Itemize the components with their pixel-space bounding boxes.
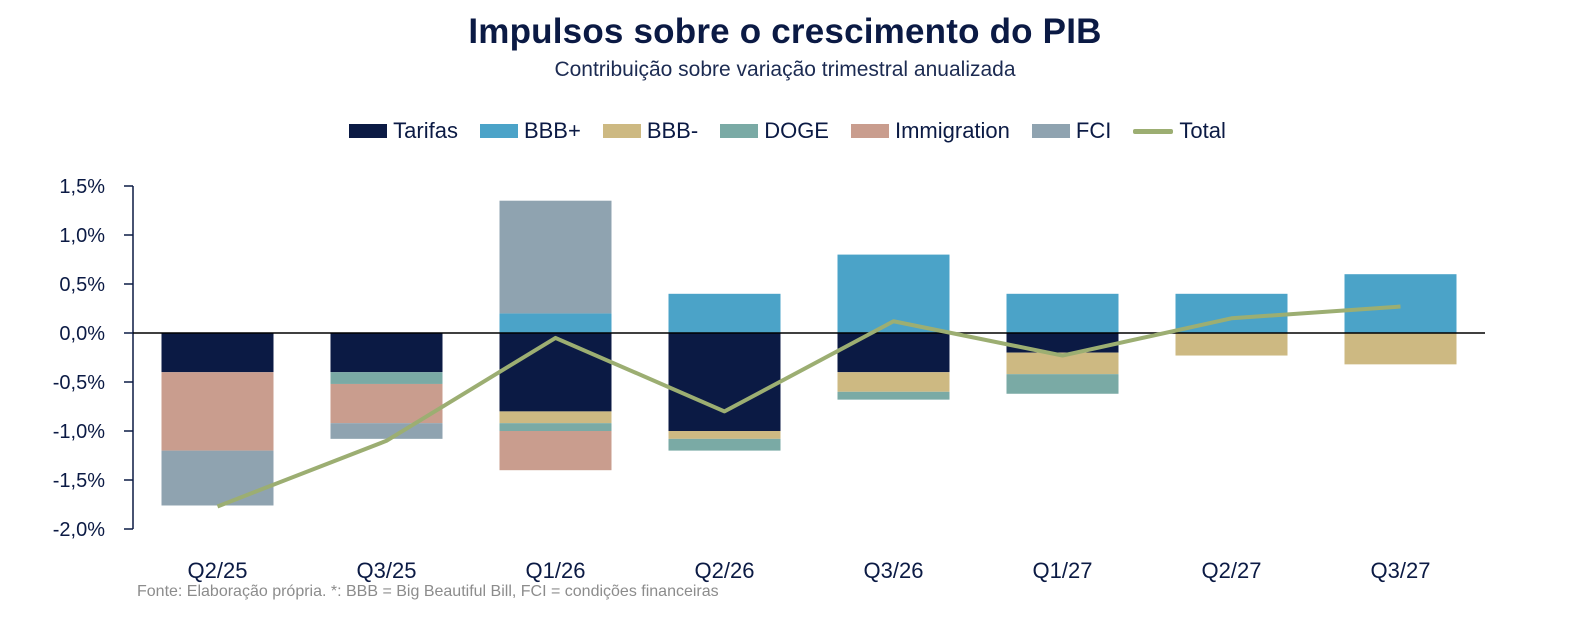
y-tick-label: 1,0%: [59, 225, 105, 247]
y-tick-label: -2,0%: [53, 519, 105, 541]
bar-tarifas-Q2-25: [161, 333, 274, 373]
legend-item-doge: DOGE: [720, 118, 829, 144]
y-tick-label: 0,0%: [59, 323, 105, 345]
legend-swatch: [349, 124, 388, 138]
bar-bbb--Q1-26: [499, 411, 612, 424]
x-tick-label: Q3/25: [357, 558, 417, 583]
x-tick-label: Q2/25: [188, 558, 248, 583]
legend-item-total: Total: [1133, 118, 1226, 144]
legend-label: FCI: [1075, 118, 1112, 143]
bar-doge-Q1-27: [1006, 374, 1119, 394]
legend-label: DOGE: [764, 118, 829, 143]
bar-bbb--Q2-26: [668, 293, 781, 333]
bar-tarifas-Q3-26: [837, 333, 950, 373]
bar-tarifas-Q3-25: [330, 333, 443, 373]
legend-swatch: [1031, 124, 1070, 138]
bar-fci-Q2-25: [161, 450, 274, 506]
legend-label: Total: [1179, 118, 1226, 143]
x-tick-label: Q3/26: [864, 558, 924, 583]
legend-item-tarifas: Tarifas: [349, 118, 458, 144]
chart-legend: Tarifas BBB+ BBB- DOGE Immigration FCI Total: [0, 116, 1575, 146]
series-total-line: [216, 304, 1401, 509]
bar-bbb--Q2-27: [1175, 333, 1288, 356]
bar-doge-Q1-26: [499, 423, 612, 431]
legend-label: Immigration: [894, 118, 1010, 143]
bar-bbb--Q3-26: [837, 372, 950, 392]
legend-swatch: [720, 124, 759, 138]
legend-item-fci: FCI: [1031, 118, 1112, 144]
chart-subtitle: Contribuição sobre variação trimestral a…: [554, 58, 1016, 81]
bar-fci-Q3-25: [330, 423, 443, 439]
bar-bbb--Q2-26: [668, 431, 781, 439]
x-tick-label: Q2/26: [695, 558, 755, 583]
legend-item-bbb-: BBB-: [602, 118, 699, 144]
legend-label: BBB-: [646, 118, 699, 143]
y-tick-label: -0,5%: [53, 372, 105, 394]
bar-doge-Q2-26: [668, 438, 781, 451]
bar-bbb--Q1-26: [499, 313, 612, 333]
chart-title: Impulsos sobre o crescimento do PIB: [468, 12, 1102, 51]
y-tick-label: 1,5%: [59, 176, 105, 198]
legend-item-immigration: Immigration: [850, 118, 1010, 144]
bar-tarifas-Q1-26: [499, 333, 612, 412]
y-tick-label: -1,5%: [53, 470, 105, 492]
legend-item-bbb-: BBB+: [479, 118, 581, 144]
x-tick-label: Q1/27: [1033, 558, 1093, 583]
legend-swatch: [850, 124, 889, 138]
legend-line-swatch: [1133, 128, 1174, 134]
bar-tarifas-Q1-27: [1006, 333, 1119, 353]
bar-fci-Q1-26: [499, 200, 612, 314]
legend-swatch: [602, 124, 641, 138]
bar-bbb--Q3-27: [1344, 333, 1457, 365]
y-tick-label: -1,0%: [53, 421, 105, 443]
legend-label: Tarifas: [393, 118, 458, 143]
bar-tarifas-Q2-26: [668, 333, 781, 431]
y-tick-label: 0,5%: [59, 274, 105, 296]
x-tick-label: Q3/27: [1371, 558, 1431, 583]
bar-doge-Q3-26: [837, 391, 950, 400]
bar-immigration-Q1-26: [499, 431, 612, 471]
legend-swatch: [479, 124, 518, 138]
bar-doge-Q3-25: [330, 372, 443, 384]
bar-bbb--Q1-27: [1006, 293, 1119, 333]
x-tick-label: Q2/27: [1202, 558, 1262, 583]
legend-label: BBB+: [523, 118, 581, 143]
footnote: Fonte: Elaboração própria. *: BBB = Big …: [137, 583, 719, 600]
bar-bbb--Q3-27: [1344, 274, 1457, 333]
bar-bbb--Q1-27: [1006, 352, 1119, 375]
x-tick-label: Q1/26: [526, 558, 586, 583]
bar-immigration-Q2-25: [161, 372, 274, 451]
